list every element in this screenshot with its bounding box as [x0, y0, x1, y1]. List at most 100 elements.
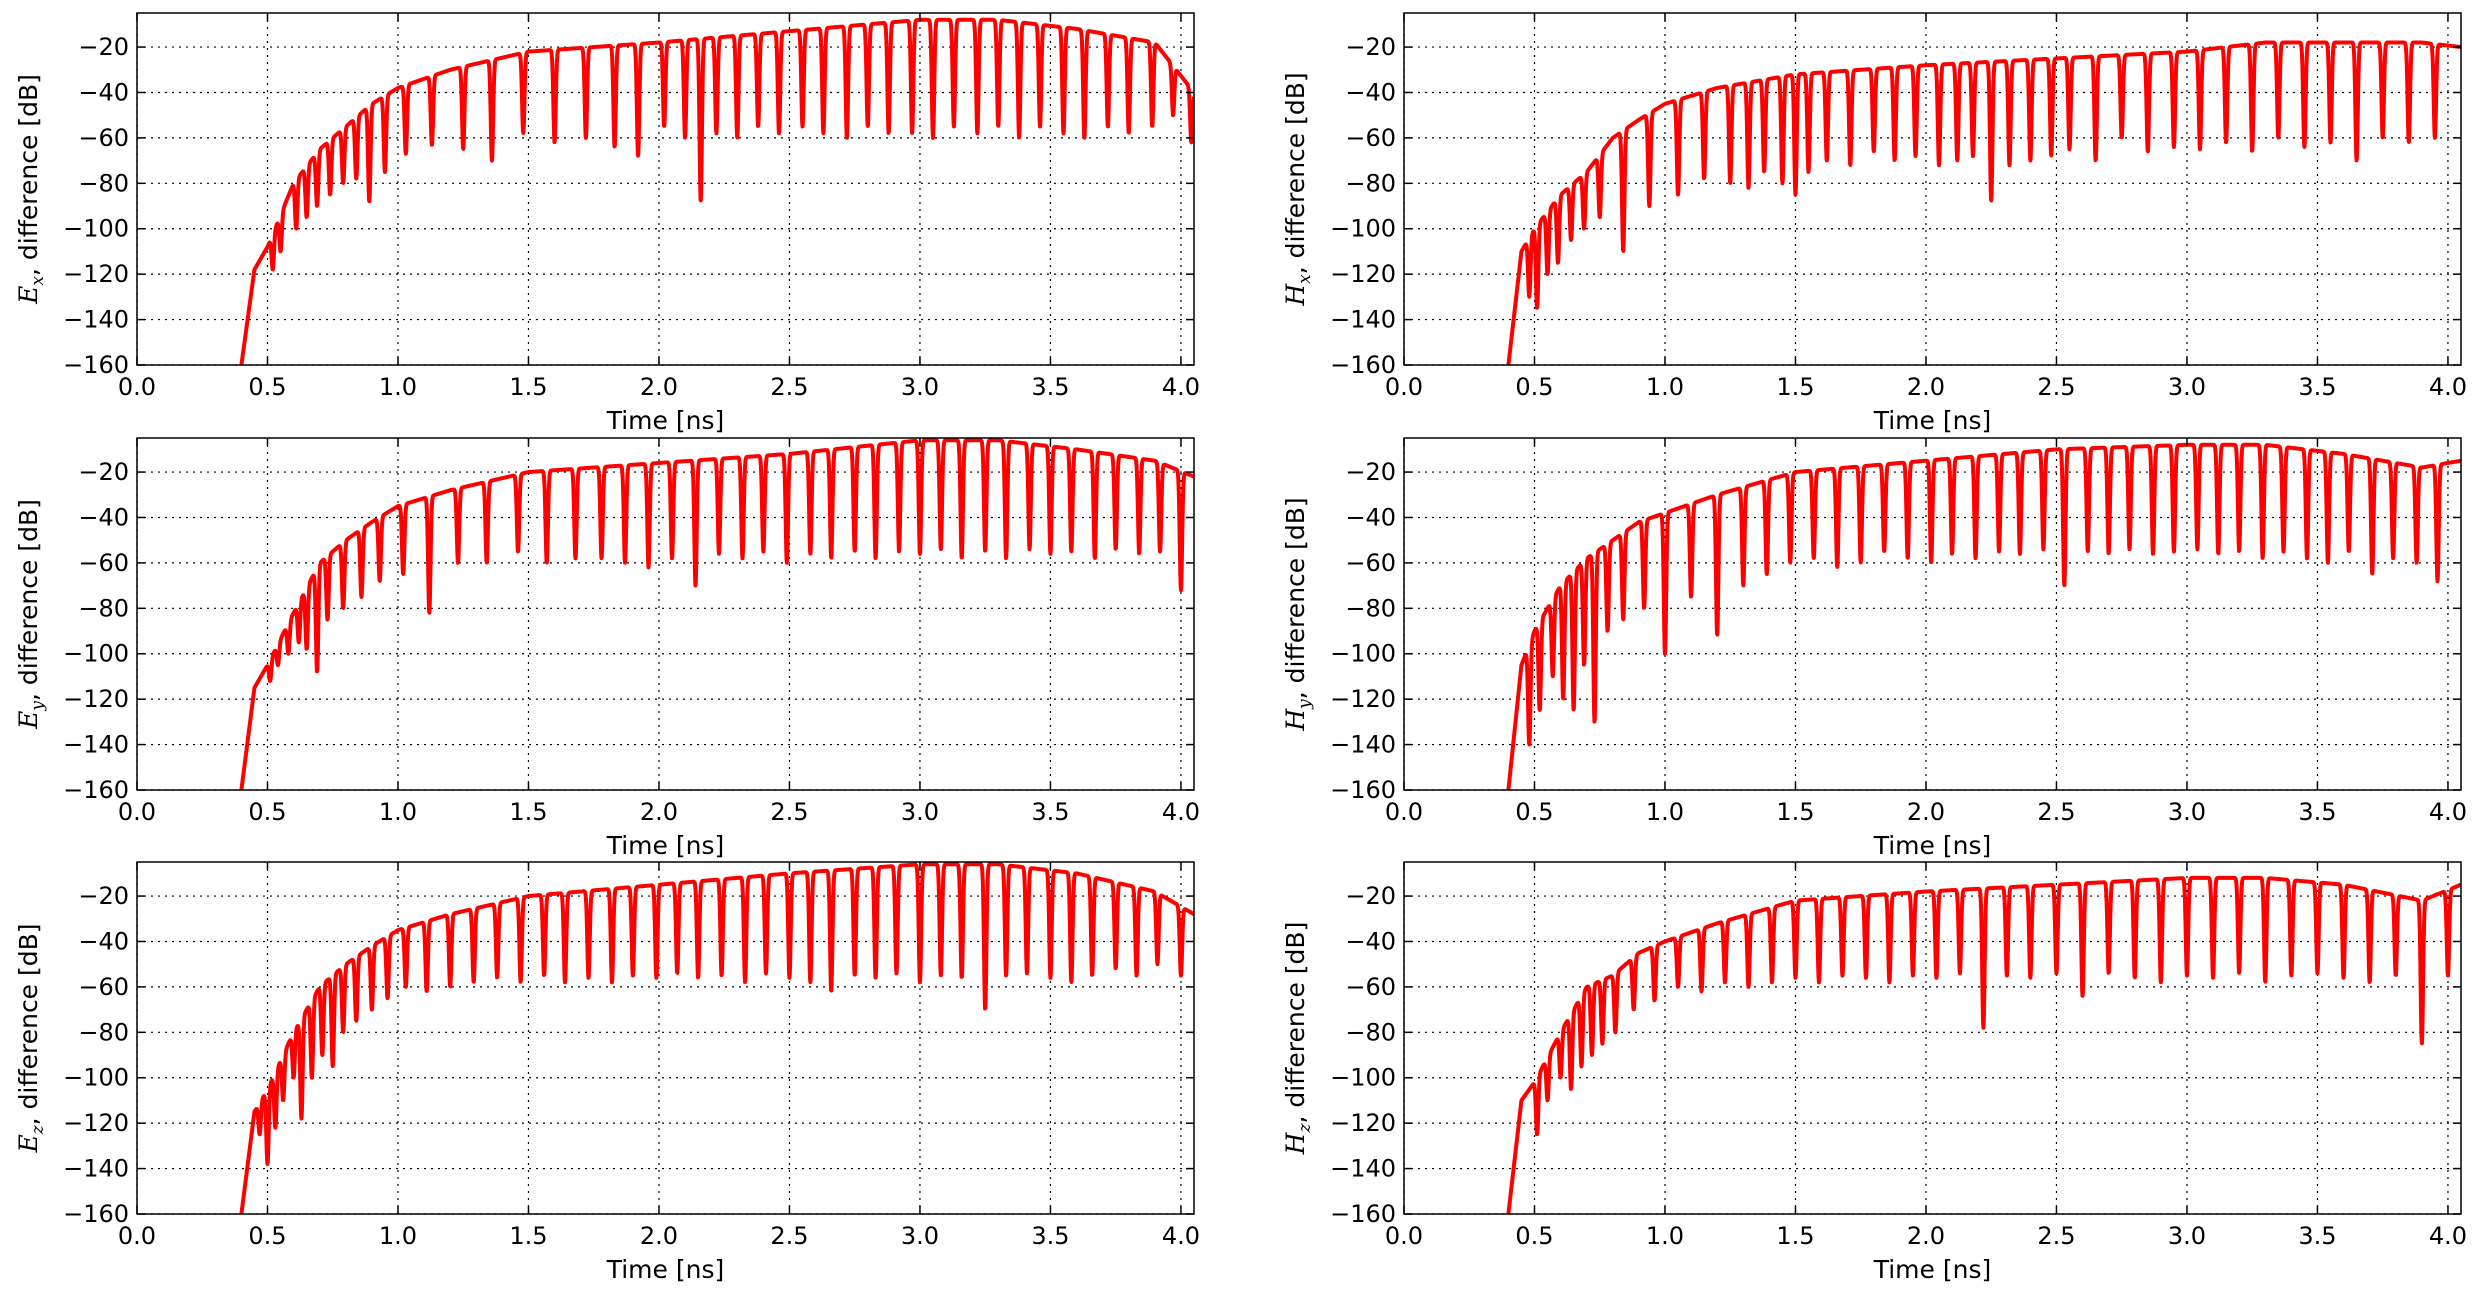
x-tick-label: 3.0: [901, 373, 939, 401]
y-tick-label: −140: [63, 306, 129, 334]
x-tick-label: 1.0: [379, 373, 417, 401]
x-tick-label: 4.0: [2429, 373, 2467, 401]
y-tick-label: −20: [1345, 882, 1396, 910]
y-tick-label: −100: [1330, 1064, 1396, 1092]
y-tick-label: −80: [78, 1018, 129, 1046]
y-tick-label: −120: [63, 1109, 129, 1137]
y-tick-label: −120: [1330, 1109, 1396, 1137]
y-tick-label: −80: [1345, 1018, 1396, 1046]
x-tick-label: 2.5: [2037, 1222, 2075, 1250]
x-tick-label: 0.0: [1385, 1222, 1423, 1250]
y-tick-label: −120: [63, 685, 129, 713]
x-tick-label: 4.0: [2429, 798, 2467, 826]
x-axis-label: Time [ns]: [606, 831, 725, 860]
y-tick-label: −80: [1345, 594, 1396, 622]
x-tick-label: 2.0: [640, 798, 678, 826]
y-tick-label: −160: [63, 776, 129, 804]
x-tick-label: 3.0: [2168, 798, 2206, 826]
x-tick-label: 3.0: [2168, 373, 2206, 401]
y-axis-label-text: , difference [dB]: [1281, 922, 1310, 1124]
y-tick-label: −100: [63, 215, 129, 243]
series-line: [1506, 875, 2461, 1214]
y-axis-label-text: , difference [dB]: [1281, 497, 1310, 699]
x-tick-label: 2.5: [770, 798, 808, 826]
y-tick-label: −160: [1330, 351, 1396, 379]
y-tick-label: −100: [1330, 215, 1396, 243]
y-axis-label: Ey, difference [dB]: [14, 499, 48, 730]
x-tick-label: 0.0: [118, 373, 156, 401]
y-tick-label: −160: [63, 1200, 129, 1228]
chart-panel: 0.0 0.5 1.0 1.5 2.0 2.5 3.0 3.5 4.0 −20 −40 −60 −80 −…: [1281, 861, 2467, 1284]
x-tick-label: 4.0: [1162, 798, 1200, 826]
y-tick-label: −20: [1345, 458, 1396, 486]
x-tick-label: 2.0: [640, 373, 678, 401]
axes-frame: [1403, 12, 2462, 366]
y-tick-label: −140: [1330, 306, 1396, 334]
x-tick-label: 2.5: [2037, 798, 2075, 826]
x-axis-label: Time [ns]: [1873, 1255, 1992, 1284]
x-tick-label: 2.0: [640, 1222, 678, 1250]
x-tick-label: 0.5: [1515, 373, 1553, 401]
y-tick-label: −80: [1345, 169, 1396, 197]
y-axis-label-symbol: H: [1281, 1131, 1310, 1155]
x-tick-label: 1.5: [509, 373, 547, 401]
x-tick-label: 4.0: [2429, 1222, 2467, 1250]
x-tick-label: 2.5: [770, 1222, 808, 1250]
x-tick-label: 0.5: [248, 373, 286, 401]
y-axis-label-subscript: x: [1295, 274, 1315, 284]
x-axis-label: Time [ns]: [1873, 406, 1992, 435]
x-tick-label: 1.0: [1646, 373, 1684, 401]
axes-frame: [136, 437, 1195, 791]
y-tick-label: −60: [1345, 973, 1396, 1001]
y-tick-label: −40: [1345, 503, 1396, 531]
y-tick-label: −40: [78, 927, 129, 955]
y-tick-label: −60: [78, 549, 129, 577]
x-tick-label: 1.0: [1646, 798, 1684, 826]
x-tick-label: 1.5: [1776, 798, 1814, 826]
axes-frame: [1403, 437, 2462, 791]
y-tick-label: −160: [1330, 776, 1396, 804]
x-tick-label: 4.0: [1162, 1222, 1200, 1250]
x-tick-label: 1.0: [1646, 1222, 1684, 1250]
series-line: [1506, 442, 2461, 790]
y-axis-label-text: , difference [dB]: [14, 499, 43, 701]
y-axis-label-subscript: y: [1295, 699, 1315, 710]
x-tick-label: 3.5: [1031, 1222, 1069, 1250]
y-tick-label: −60: [1345, 549, 1396, 577]
y-tick-label: −80: [78, 594, 129, 622]
x-tick-label: 2.5: [2037, 373, 2075, 401]
y-tick-label: −40: [78, 503, 129, 531]
y-tick-label: −120: [63, 260, 129, 288]
y-tick-label: −60: [1345, 124, 1396, 152]
y-tick-label: −120: [1330, 260, 1396, 288]
y-tick-label: −40: [78, 78, 129, 106]
x-tick-label: 3.0: [2168, 1222, 2206, 1250]
y-tick-label: −40: [1345, 78, 1396, 106]
y-axis-label-symbol: E: [14, 1134, 43, 1153]
y-tick-label: −160: [1330, 1200, 1396, 1228]
y-tick-label: −20: [78, 458, 129, 486]
y-axis-label-symbol: E: [14, 711, 43, 730]
x-tick-label: 0.5: [1515, 1222, 1553, 1250]
chart-panel: 0.0 0.5 1.0 1.5 2.0 2.5 3.0 3.5 4.0 −20 −40 −60 −80 −…: [14, 12, 1200, 435]
y-axis-label-text: , difference [dB]: [14, 923, 43, 1125]
y-axis-label: Ez, difference [dB]: [14, 923, 48, 1153]
y-tick-label: −140: [63, 731, 129, 759]
y-tick-label: −60: [78, 124, 129, 152]
y-axis-label: Hz, difference [dB]: [1281, 922, 1315, 1156]
x-tick-label: 4.0: [1162, 373, 1200, 401]
y-tick-label: −140: [1330, 1155, 1396, 1183]
y-axis-label-text: , difference [dB]: [1281, 72, 1310, 274]
y-tick-label: −20: [78, 882, 129, 910]
x-axis-label: Time [ns]: [1873, 831, 1992, 860]
x-tick-label: 3.5: [2298, 1222, 2336, 1250]
chart-panel: 0.0 0.5 1.0 1.5 2.0 2.5 3.0 3.5 4.0 −20 −40 −60 −80 −…: [1281, 12, 2467, 435]
x-tick-label: 1.0: [379, 798, 417, 826]
series-line: [239, 862, 1194, 1214]
x-tick-label: 1.5: [509, 798, 547, 826]
x-tick-label: 3.5: [2298, 373, 2336, 401]
chart-panel: 0.0 0.5 1.0 1.5 2.0 2.5 3.0 3.5 4.0 −20 −40 −60 −80 −…: [14, 437, 1200, 860]
y-axis-label-symbol: H: [1281, 708, 1310, 732]
series-line: [239, 17, 1194, 365]
y-tick-label: −140: [63, 1155, 129, 1183]
